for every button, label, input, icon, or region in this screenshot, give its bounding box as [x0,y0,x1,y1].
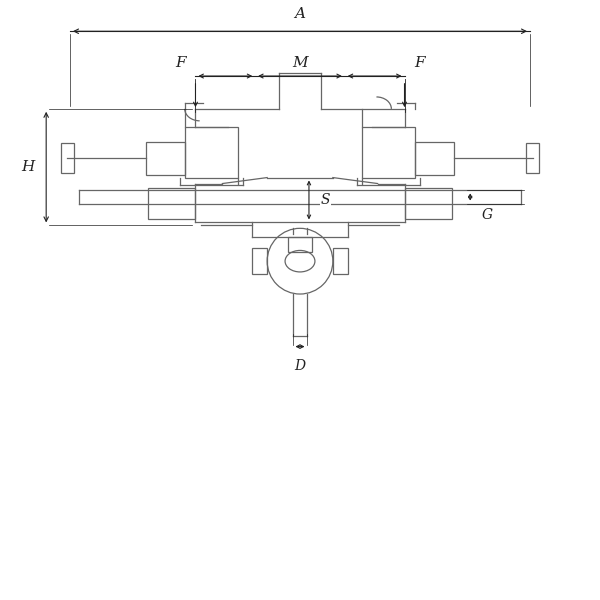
Bar [148,188,196,220]
Bar [288,237,312,252]
Text: H: H [22,160,35,174]
Text: M: M [292,56,308,70]
Bar [252,248,267,274]
Text: A: A [295,7,305,20]
Bar [61,143,74,173]
Text: S: S [321,193,331,207]
Bar [526,143,539,173]
Bar [362,127,415,178]
Text: F: F [175,56,186,70]
Bar [146,142,185,175]
Bar [333,248,348,274]
Bar [415,142,454,175]
Bar [404,188,452,220]
Text: F: F [414,56,425,70]
Text: G: G [482,208,493,222]
Text: D: D [295,359,305,373]
Bar [185,127,238,178]
